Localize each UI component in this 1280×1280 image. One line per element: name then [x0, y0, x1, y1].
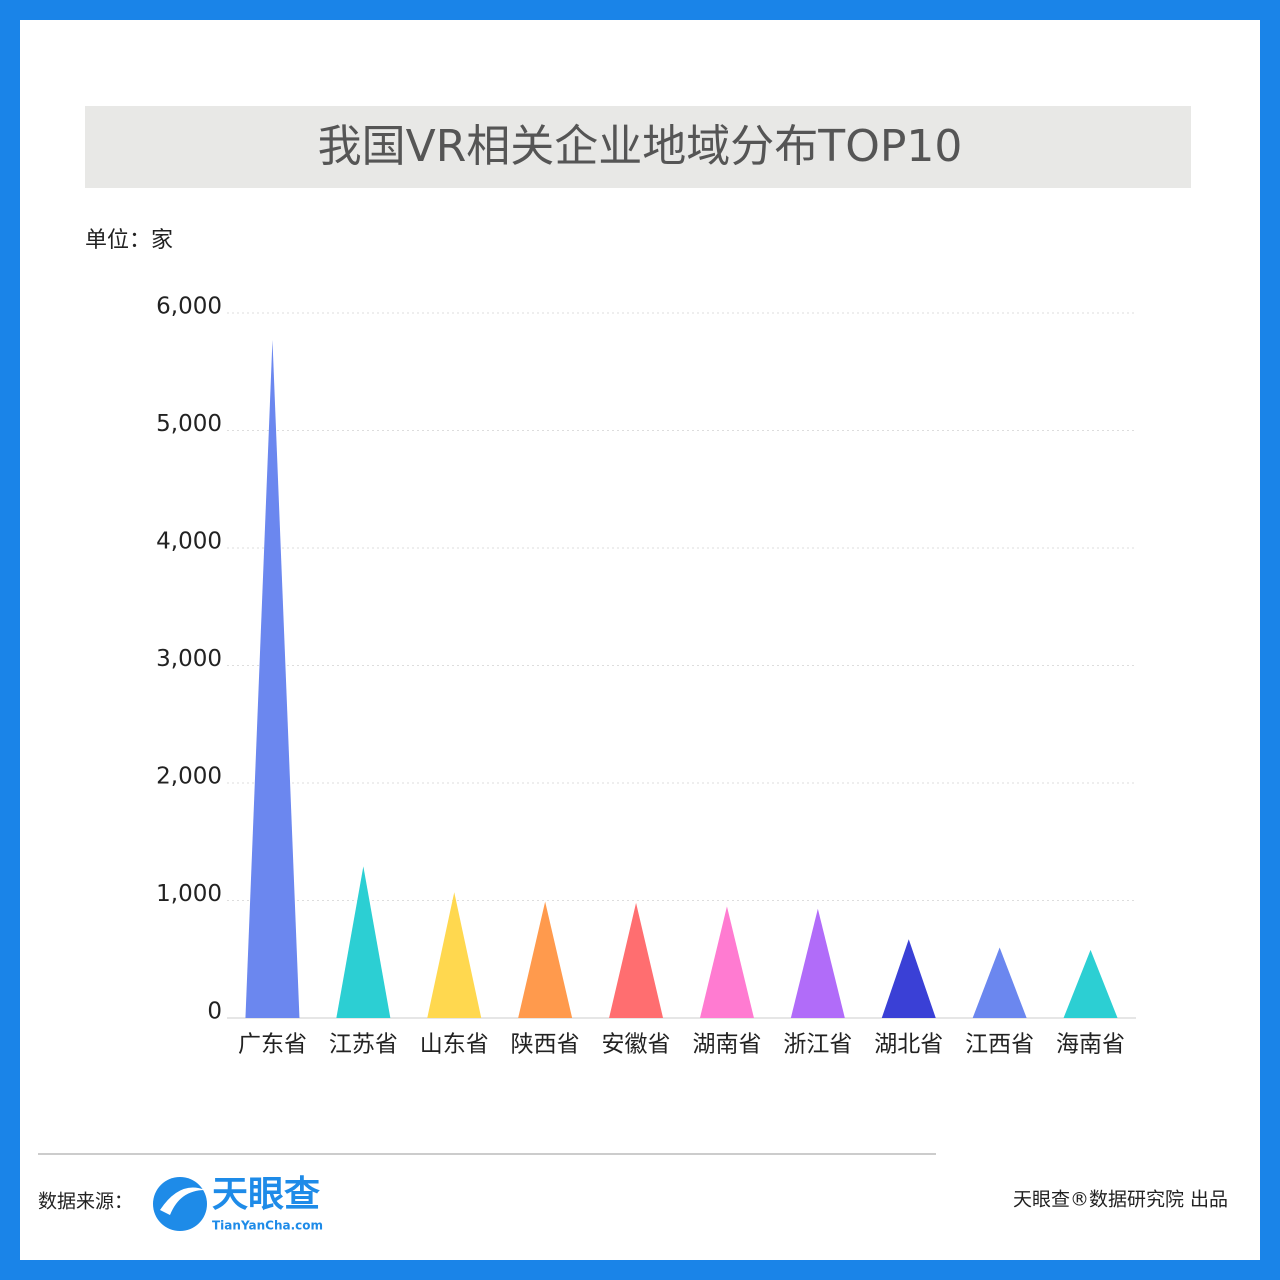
bar [881, 939, 936, 1018]
x-tick-label: 安徽省 [602, 1032, 671, 1058]
logo-url: TianYanCha.com [212, 1219, 323, 1233]
logo: 天眼查 TianYanCha.com [153, 1174, 323, 1233]
y-tick-label: 2,000 [156, 764, 222, 790]
y-tick-label: 5,000 [156, 411, 222, 437]
logo-swirl [160, 1187, 205, 1215]
bar [336, 866, 391, 1018]
x-tick-label: 山东省 [420, 1032, 489, 1058]
title-box [85, 106, 1191, 188]
x-tick-label: 江苏省 [329, 1032, 398, 1058]
x-tick-label: 广东省 [238, 1032, 307, 1058]
y-tick-label: 6,000 [156, 294, 222, 320]
bar [609, 902, 664, 1018]
unit-label: 单位：家 [85, 228, 173, 253]
bar [699, 906, 754, 1018]
bar [518, 901, 573, 1018]
y-tick-label: 4,000 [156, 529, 222, 555]
y-tick-label: 3,000 [156, 646, 222, 672]
bar [790, 908, 845, 1018]
logo-name: 天眼查 [212, 1174, 320, 1215]
bar [245, 340, 300, 1018]
y-tick-label: 0 [207, 999, 222, 1025]
bar [427, 892, 482, 1018]
credit: 天眼查®数据研究院 出品 [1013, 1189, 1228, 1211]
bar [972, 947, 1027, 1018]
x-tick-label: 湖北省 [874, 1032, 943, 1058]
logo-icon [153, 1177, 207, 1231]
source-label: 数据来源： [38, 1191, 133, 1213]
x-tick-label: 江西省 [965, 1032, 1034, 1058]
x-tick-label: 陕西省 [511, 1032, 580, 1058]
bar [1063, 949, 1118, 1018]
chart-title: 我国VR相关企业地域分布TOP10 [318, 121, 963, 172]
x-tick-label: 海南省 [1056, 1032, 1125, 1058]
x-tick-label: 浙江省 [783, 1032, 852, 1058]
y-tick-label: 1,000 [156, 881, 222, 907]
x-tick-label: 湖南省 [692, 1032, 761, 1058]
